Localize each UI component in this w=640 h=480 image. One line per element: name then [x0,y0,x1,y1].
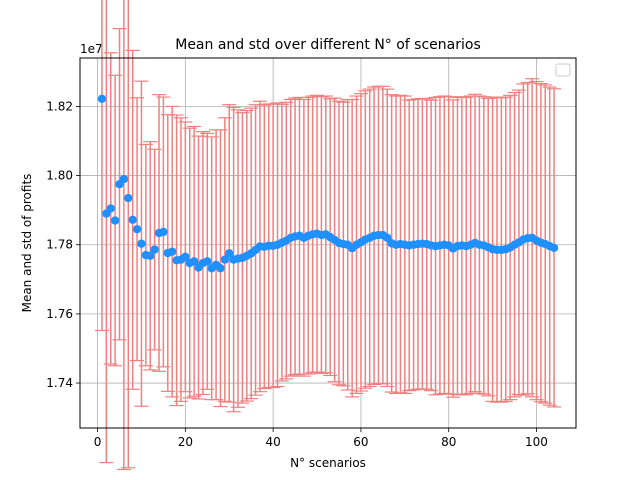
x-tick-label: 40 [265,435,280,449]
data-point [549,243,559,253]
data-point [159,227,168,237]
data-point [220,255,230,264]
x-tick-label: 80 [441,435,456,449]
data-point [189,257,199,266]
y-tick-label: 1.78 [46,238,73,252]
data-points [97,94,559,273]
data-point [97,94,107,104]
data-point [150,245,159,254]
data-point [203,257,212,266]
data-point [110,216,120,225]
data-point [119,174,129,184]
data-point [146,251,155,260]
chart-title: Mean and std over different N° of scenar… [175,37,481,53]
x-tick-label: 100 [525,435,548,449]
y-tick-label: 1.74 [46,376,73,390]
x-tick-label: 0 [94,435,102,449]
data-point [167,247,177,256]
y-axis-label: Mean and std of profits [20,174,34,313]
y-axis: 1.74 1.76 1.78 1.80 1.82 [46,99,80,390]
data-point [132,224,142,234]
data-point [128,215,137,225]
x-axis: 0 20 40 60 80 100 [94,428,548,449]
data-point [225,249,234,258]
data-point [124,193,133,203]
x-axis-label: N° scenarios [290,456,366,470]
x-tick-label: 20 [178,435,193,449]
plot-frame [79,57,577,429]
x-tick-label: 60 [353,435,368,449]
y-offset-label: 1e7 [80,42,103,56]
y-tick-label: 1.76 [46,307,73,321]
data-point [216,264,225,273]
y-tick-label: 1.82 [46,99,73,113]
data-point [137,239,146,248]
data-point [181,252,190,262]
data-point [106,204,115,213]
y-tick-label: 1.80 [46,169,73,183]
legend-box [555,63,571,77]
